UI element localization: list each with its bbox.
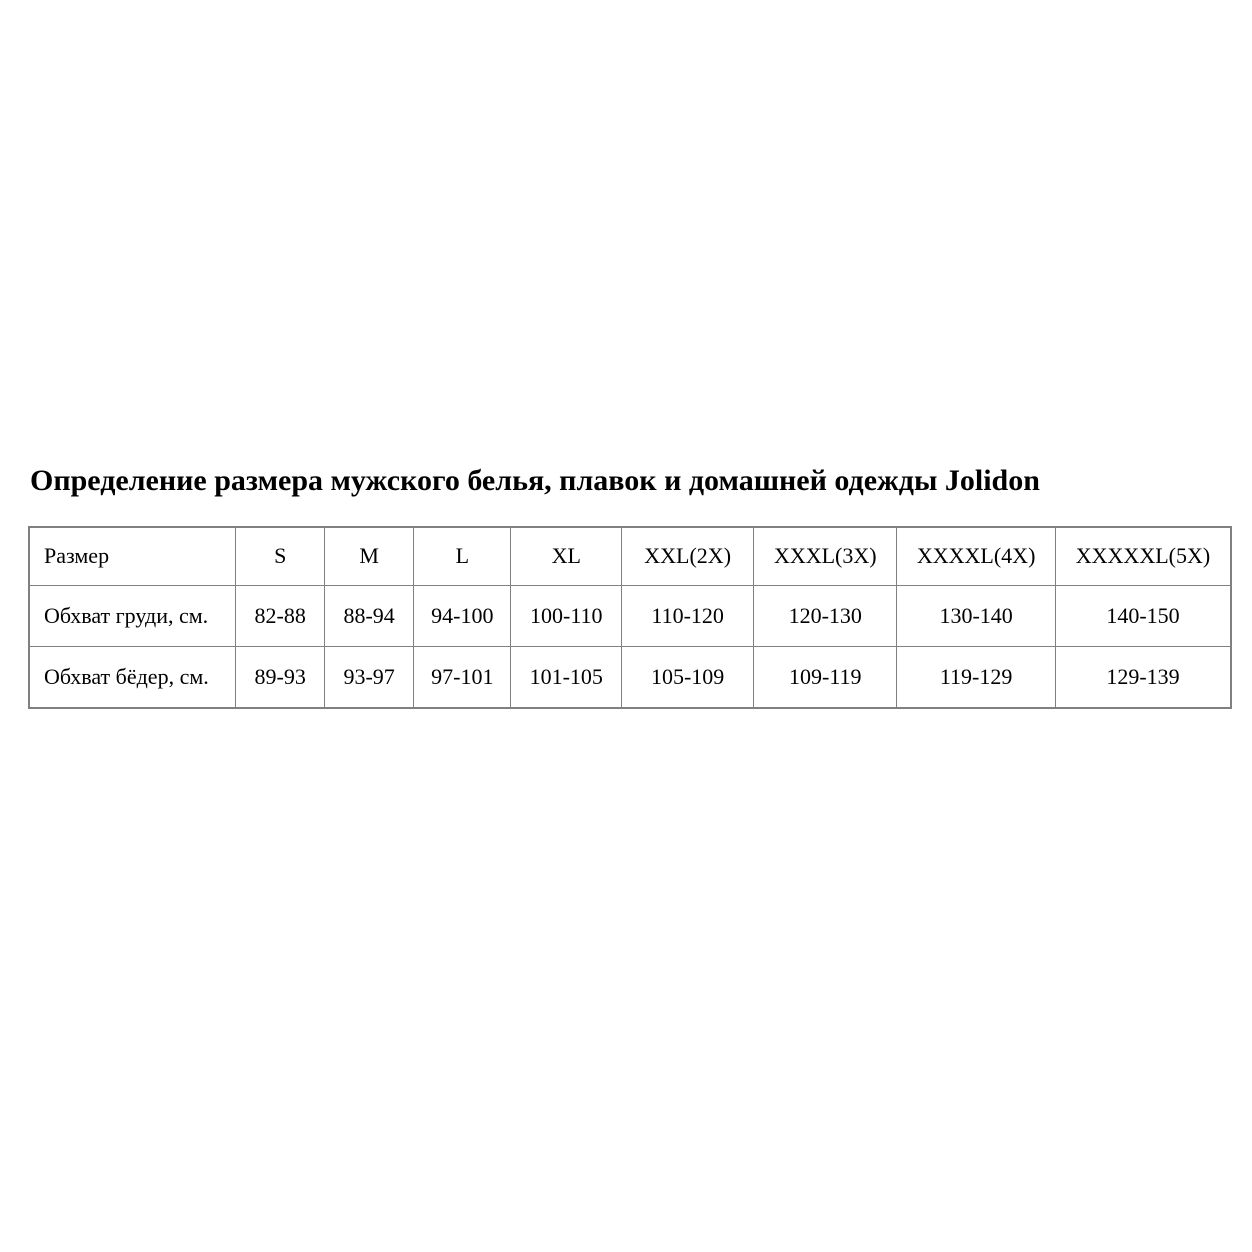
size-chart-table: Размер S M L XL XXL(2X) XXXL(3X) XXXXL(4… bbox=[28, 525, 1232, 709]
hips-value-m: 93-97 bbox=[324, 645, 415, 708]
chest-value-l: 94-100 bbox=[413, 584, 512, 647]
chest-value-xxxxxl: 140-150 bbox=[1054, 584, 1232, 647]
page-title: Определение размера мужского белья, плав… bbox=[30, 464, 1040, 497]
column-header-m: M bbox=[324, 526, 415, 586]
hips-value-l: 97-101 bbox=[413, 645, 512, 708]
hips-value-s: 89-93 bbox=[235, 645, 326, 708]
hips-value-xxl: 105-109 bbox=[621, 645, 755, 708]
hips-value-xxxxxl: 129-139 bbox=[1054, 645, 1232, 708]
hips-value-xl: 101-105 bbox=[510, 645, 623, 708]
chest-value-xxxl: 120-130 bbox=[753, 584, 898, 647]
chest-value-xxxxl: 130-140 bbox=[896, 584, 1056, 647]
chest-value-m: 88-94 bbox=[324, 584, 415, 647]
hips-value-xxxxl: 119-129 bbox=[896, 645, 1056, 708]
column-header-xxxxxl: XXXXXL(5X) bbox=[1054, 526, 1232, 586]
column-header-xxl: XXL(2X) bbox=[621, 526, 755, 586]
document-page: Определение размера мужского белья, плав… bbox=[28, 464, 1232, 709]
column-header-xxxxl: XXXXL(4X) bbox=[896, 526, 1056, 586]
column-header-xxxl: XXXL(3X) bbox=[753, 526, 898, 586]
row-label-chest: Обхват груди, см. bbox=[28, 584, 237, 647]
chest-value-s: 82-88 bbox=[235, 584, 326, 647]
table-row-chest: Обхват груди, см. 82-88 88-94 94-100 100… bbox=[28, 584, 1232, 647]
chest-value-xxl: 110-120 bbox=[621, 584, 755, 647]
corner-header-cell: Размер bbox=[28, 526, 237, 586]
row-label-hips: Обхват бёдер, см. bbox=[28, 645, 237, 708]
table-header-row: Размер S M L XL XXL(2X) XXXL(3X) XXXXL(4… bbox=[28, 526, 1232, 586]
column-header-s: S bbox=[235, 526, 326, 586]
table-row-hips: Обхват бёдер, см. 89-93 93-97 97-101 101… bbox=[28, 645, 1232, 708]
column-header-xl: XL bbox=[510, 526, 623, 586]
hips-value-xxxl: 109-119 bbox=[753, 645, 898, 708]
chest-value-xl: 100-110 bbox=[510, 584, 623, 647]
column-header-l: L bbox=[413, 526, 512, 586]
